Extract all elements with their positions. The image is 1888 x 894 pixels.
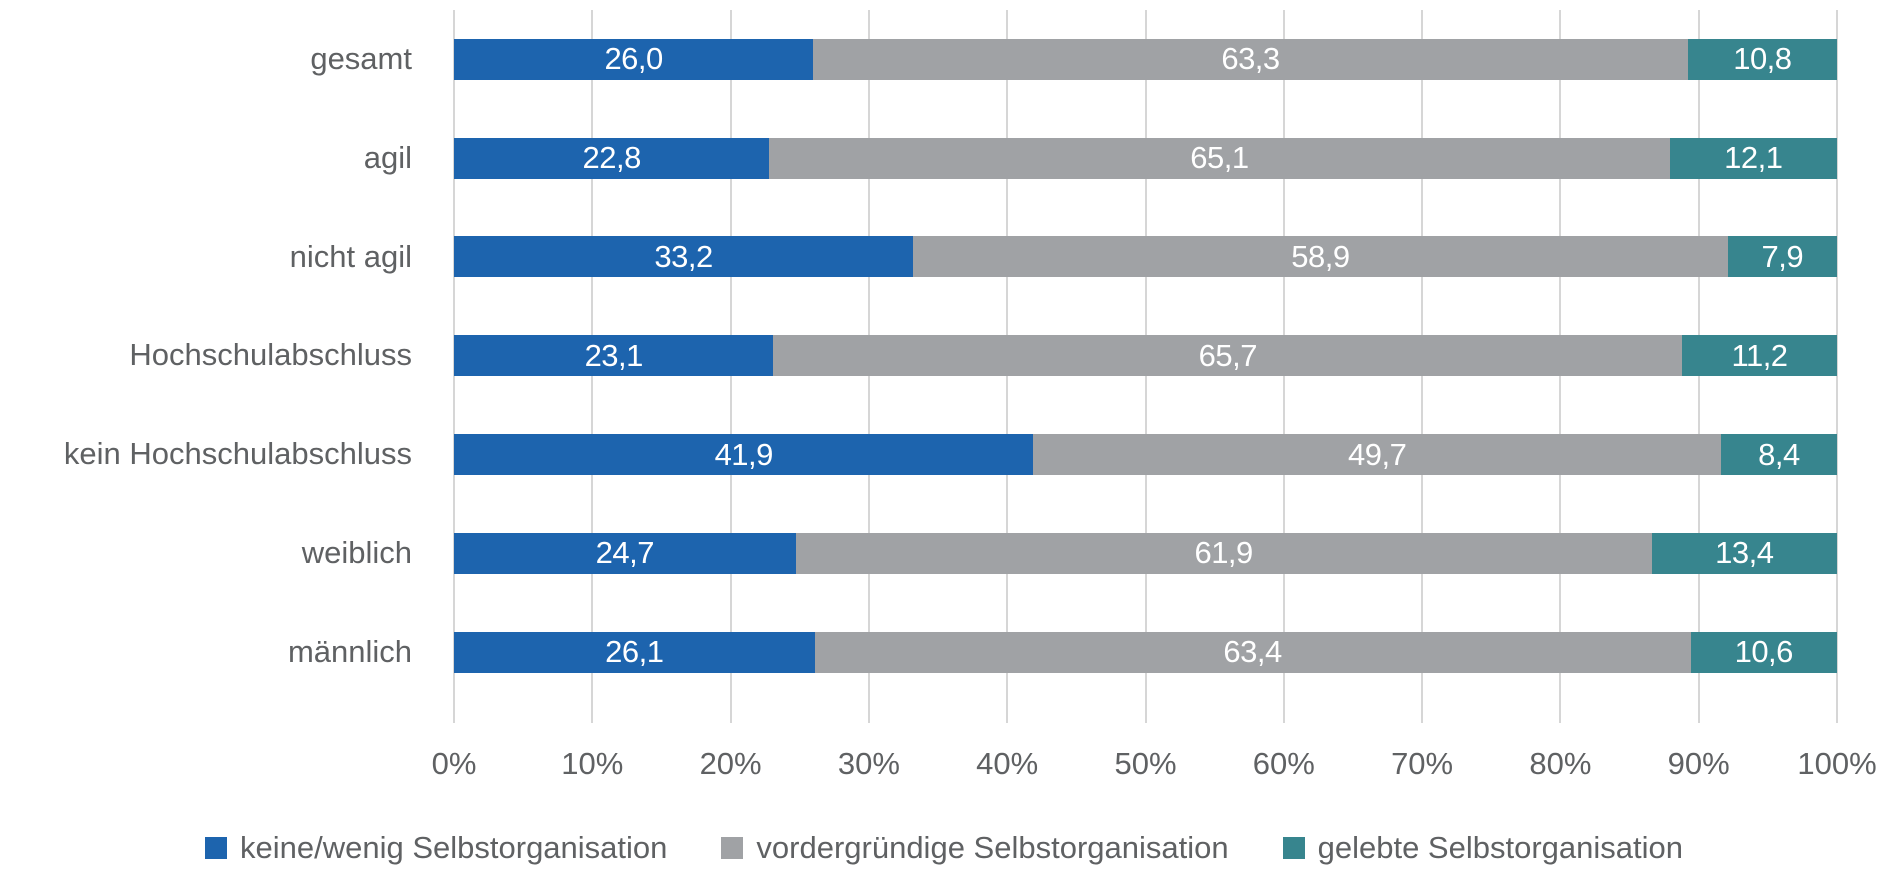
bar-segment: 26,1 <box>454 631 815 673</box>
bar-value-label: 24,7 <box>595 535 655 571</box>
bar-segment: 58,9 <box>913 236 1728 278</box>
bar-value-label: 13,4 <box>1715 535 1774 571</box>
plot-area: 26,0 63,3 10,8 22,8 65,1 12,1 33,2 58,9 7,9 23,1 6… <box>453 10 1838 723</box>
x-axis-tick-label: 20% <box>699 746 762 781</box>
bar-segment: 61,9 <box>795 532 1652 574</box>
bar-segment: 63,4 <box>814 631 1691 673</box>
stacked-bar: 33,2 58,9 7,9 <box>454 236 1837 278</box>
bar-value-label: 63,3 <box>1221 41 1280 77</box>
stacked-bar: 26,1 63,4 10,6 <box>454 631 1837 673</box>
category-label: gesamt <box>310 41 412 76</box>
x-axis-tick-label: 50% <box>1114 746 1177 781</box>
bar-segment: 22,8 <box>454 137 770 179</box>
stacked-bar: 24,7 61,9 13,4 <box>454 532 1837 574</box>
x-axis-tick-label: 80% <box>1529 746 1592 781</box>
bar-row: 26,1 63,4 10,6 <box>454 603 1837 702</box>
bar-segment: 11,2 <box>1682 335 1837 377</box>
x-axis-tick-label: 30% <box>837 746 900 781</box>
bar-value-label: 10,8 <box>1733 41 1792 77</box>
stacked-bar: 41,9 49,7 8,4 <box>454 434 1837 476</box>
bar-row: 22,8 65,1 12,1 <box>454 109 1837 208</box>
bar-segment: 24,7 <box>454 532 796 574</box>
bar-value-label: 7,9 <box>1761 238 1804 274</box>
bar-value-label: 23,1 <box>584 337 644 373</box>
category-label: nicht agil <box>289 238 412 274</box>
x-axis-tick-label: 10% <box>561 746 624 781</box>
gridline <box>1836 10 1838 723</box>
legend-label: keine/wenig Selbstorganisation <box>240 830 668 865</box>
bar-value-label: 11,2 <box>1731 337 1789 373</box>
bar-value-label: 49,7 <box>1347 436 1407 472</box>
legend-marker-icon <box>205 837 228 859</box>
bar-row: 33,2 58,9 7,9 <box>454 208 1837 307</box>
bar-segment: 23,1 <box>454 335 774 377</box>
bar-segment: 10,8 <box>1687 38 1837 80</box>
bar-segment: 41,9 <box>454 434 1034 476</box>
x-axis-tick-label: 60% <box>1252 746 1315 781</box>
bar-row: 41,9 49,7 8,4 <box>454 405 1837 504</box>
stacked-bar: 26,0 63,3 10,8 <box>454 38 1837 80</box>
bar-value-label: 61,9 <box>1194 535 1253 571</box>
bar-segment: 26,0 <box>454 38 814 80</box>
bar-value-label: 22,8 <box>582 140 641 176</box>
legend-item: gelebte Selbstorganisation <box>1282 830 1683 866</box>
x-axis-tick-label: 0% <box>431 746 477 781</box>
x-axis-tick-label: 70% <box>1391 746 1454 781</box>
legend-label: gelebte Selbstorganisation <box>1317 830 1683 865</box>
category-label: Hochschulabschluss <box>129 337 412 373</box>
legend-item: vordergründige Selbstorganisation <box>721 830 1229 866</box>
bar-segment: 65,7 <box>773 335 1683 377</box>
category-label: kein Hochschulabschluss <box>63 436 412 472</box>
category-label: weiblich <box>301 535 412 570</box>
bar-row: 23,1 65,7 11,2 <box>454 306 1837 405</box>
bar-segment: 8,4 <box>1720 434 1837 476</box>
bar-segment: 12,1 <box>1669 137 1837 179</box>
legend-item: keine/wenig Selbstorganisation <box>205 830 667 866</box>
bar-value-label: 26,0 <box>604 41 663 77</box>
legend: keine/wenig Selbstorganisation vordergrün… <box>0 830 1888 866</box>
x-axis-tick-label: 90% <box>1667 746 1730 781</box>
bar-segment: 10,6 <box>1690 631 1837 673</box>
bar-row: 26,0 63,3 10,8 <box>454 10 1837 109</box>
x-axis-tick-label: 40% <box>976 746 1039 781</box>
bar-value-label: 63,4 <box>1223 634 1282 670</box>
bar-value-label: 33,2 <box>654 238 713 274</box>
legend-marker-icon <box>721 837 744 859</box>
stacked-bar: 22,8 65,1 12,1 <box>454 137 1837 179</box>
bar-value-label: 41,9 <box>714 436 774 472</box>
bar-value-label: 58,9 <box>1291 238 1350 274</box>
bar-segment: 65,1 <box>769 137 1670 179</box>
bar-value-label: 10,6 <box>1734 634 1794 670</box>
bar-value-label: 8,4 <box>1758 436 1800 472</box>
category-label: agil <box>363 139 412 175</box>
bar-segment: 13,4 <box>1651 532 1837 574</box>
legend-marker-icon <box>1282 837 1305 859</box>
bar-value-label: 26,1 <box>605 634 664 670</box>
bar-value-label: 65,1 <box>1190 140 1249 176</box>
bar-value-label: 65,7 <box>1198 337 1258 373</box>
stacked-bar: 23,1 65,7 11,2 <box>454 335 1837 377</box>
bar-row: 24,7 61,9 13,4 <box>454 504 1837 603</box>
x-axis: 0% 10% 20% 30% 40% 50% 60% 70% 80% 90% 100% <box>432 740 1877 792</box>
bar-segment: 7,9 <box>1727 236 1837 278</box>
bar-segment: 63,3 <box>813 38 1688 80</box>
category-label: männlich <box>287 633 412 669</box>
bar-segment: 33,2 <box>454 236 914 278</box>
legend-label: vordergründige Selbstorganisation <box>756 830 1229 865</box>
bar-segment: 49,7 <box>1033 434 1721 476</box>
x-axis-tick-label: 100% <box>1797 746 1877 781</box>
bar-value-label: 12,1 <box>1724 140 1783 176</box>
